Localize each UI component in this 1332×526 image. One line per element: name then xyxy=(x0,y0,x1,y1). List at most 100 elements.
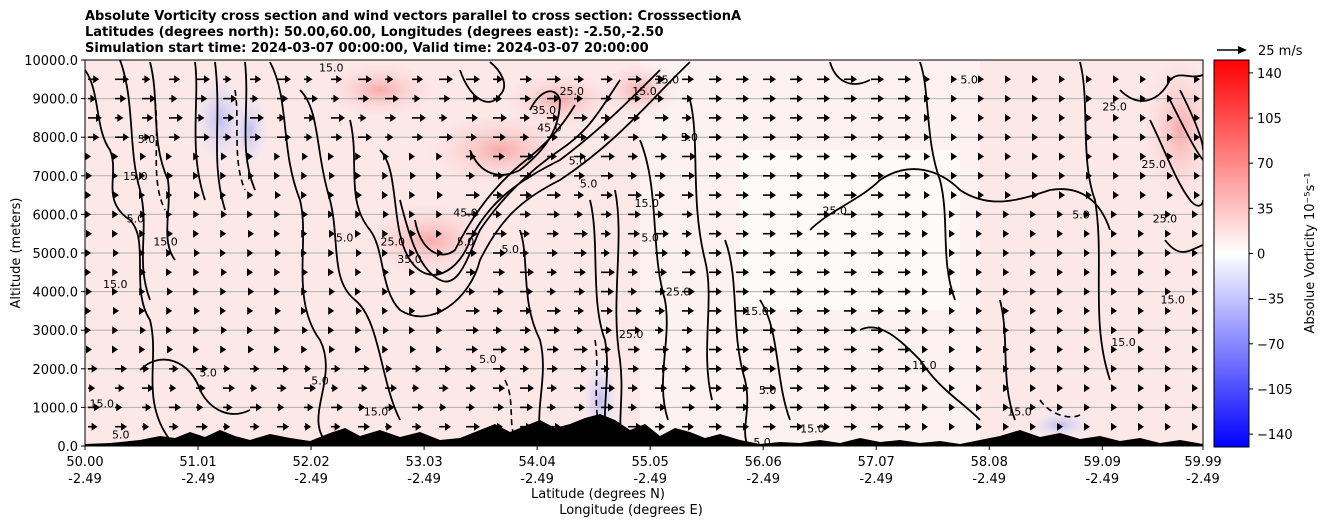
wind-vector-head xyxy=(166,191,173,200)
contour-label: 25.0 xyxy=(1153,212,1178,225)
wind-vector xyxy=(223,422,231,431)
wind-vector xyxy=(1059,75,1065,84)
wind-vector-head xyxy=(1057,287,1063,296)
wind-vector xyxy=(844,133,857,142)
wind-vector-head xyxy=(252,94,259,103)
wind-vector-head xyxy=(1138,422,1144,431)
wind-vector-head xyxy=(1086,94,1092,103)
wind-vector xyxy=(978,152,984,161)
wind-vector-head xyxy=(413,384,420,393)
wind-vector-head xyxy=(248,287,254,296)
wind-vector-head xyxy=(1032,75,1038,84)
wind-vector xyxy=(493,326,502,335)
wind-vector xyxy=(547,210,560,219)
wind-vector xyxy=(115,364,127,373)
wind-vector xyxy=(196,94,208,103)
wind-vector-head xyxy=(689,171,695,180)
contour-labels: 5.015.05.015.015.015.05.05.025.035.045.0… xyxy=(90,62,1185,446)
wind-vector-head xyxy=(554,210,560,219)
wind-vector xyxy=(763,210,776,219)
wind-vector-head xyxy=(1111,403,1117,412)
wind-vector-head xyxy=(716,306,722,315)
wind-vector xyxy=(247,268,253,277)
wind-vector-head xyxy=(1086,171,1092,180)
wind-vector-head xyxy=(527,287,533,296)
wind-vector-head xyxy=(635,94,641,103)
wind-vector xyxy=(1032,152,1038,161)
wind-vector xyxy=(1032,191,1038,200)
wind-vector-head xyxy=(1140,94,1146,103)
wind-vector xyxy=(924,113,930,122)
wind-vector-head xyxy=(279,113,286,122)
wind-vector xyxy=(709,268,722,277)
wind-vector xyxy=(922,210,928,219)
wind-vector-head xyxy=(274,229,280,238)
wind-vector xyxy=(385,113,397,122)
wind-vector-head xyxy=(951,152,957,161)
wind-vector xyxy=(1138,249,1144,257)
wind-vector xyxy=(949,210,955,219)
wind-vector xyxy=(547,191,561,200)
wind-vector-head xyxy=(663,229,669,238)
wind-vector xyxy=(166,268,172,277)
wind-vector xyxy=(871,287,884,296)
wind-vector-head xyxy=(527,171,533,180)
wind-vector-head xyxy=(355,152,362,161)
wind-vector-head xyxy=(976,422,982,431)
wind-vector-head xyxy=(1111,326,1117,335)
wind-vector-head xyxy=(524,345,530,354)
quiver-key: 25 m/s xyxy=(1217,44,1303,59)
wind-vector xyxy=(898,152,911,161)
wind-vector xyxy=(736,345,749,354)
wind-vector xyxy=(1084,268,1090,277)
wind-vector-head xyxy=(581,133,587,142)
wind-vector xyxy=(193,171,199,180)
wind-vector-head xyxy=(118,384,125,393)
wind-vector xyxy=(709,191,722,200)
wind-vector xyxy=(922,364,928,373)
wind-vector xyxy=(655,268,667,277)
wind-vector-head xyxy=(1165,306,1171,315)
wind-vector-head xyxy=(113,306,119,315)
wind-vector-head xyxy=(498,171,504,180)
wind-vector xyxy=(1165,306,1171,315)
wind-vector xyxy=(736,210,749,219)
wind-vector xyxy=(409,210,415,219)
wind-vector xyxy=(924,133,930,142)
wind-vector xyxy=(1003,326,1009,335)
wind-vector xyxy=(844,75,857,84)
wind-vector xyxy=(383,326,389,335)
wind-vector xyxy=(976,229,982,238)
wind-vector xyxy=(355,345,361,354)
wind-vector-head xyxy=(1111,345,1117,354)
wind-vector xyxy=(1086,191,1092,200)
wind-vector xyxy=(601,268,615,277)
wind-vector-head xyxy=(278,403,285,412)
wind-vector-head xyxy=(474,306,480,315)
wind-vector-head xyxy=(1194,171,1200,180)
wind-vector-head xyxy=(166,249,173,257)
wind-vector xyxy=(763,422,776,431)
wind-vector xyxy=(520,75,532,84)
wind-vector-head xyxy=(247,326,253,335)
wind-vector-head xyxy=(171,94,178,103)
wind-vector xyxy=(655,326,664,335)
wind-vector-head xyxy=(924,171,930,180)
wind-vector xyxy=(193,268,200,277)
wind-vector xyxy=(574,75,584,84)
wind-vector-head xyxy=(770,133,776,142)
y-tick-label: 4000.0 xyxy=(33,286,79,301)
wind-vector xyxy=(167,171,173,180)
wind-vector xyxy=(1059,191,1065,200)
wind-vector xyxy=(383,268,389,277)
wind-vector xyxy=(329,287,335,296)
wind-vector-head xyxy=(662,249,668,257)
wind-vector-head xyxy=(334,422,341,431)
wind-vector-head xyxy=(949,268,955,277)
wind-vector xyxy=(655,364,668,373)
wind-vector-head xyxy=(1192,364,1198,373)
colorbar-tick-label: −35 xyxy=(1257,293,1284,308)
wind-vector xyxy=(547,75,561,84)
wind-vector xyxy=(628,94,641,103)
wind-vector-head xyxy=(474,75,480,84)
